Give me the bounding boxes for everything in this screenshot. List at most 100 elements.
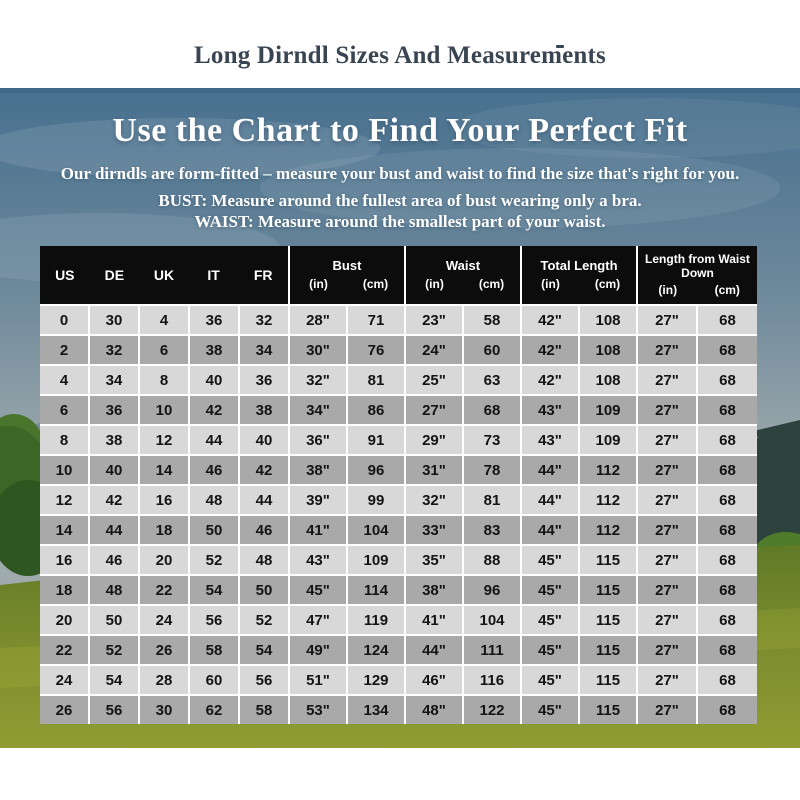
table-cell: 83 [464, 516, 520, 544]
table-cell: 47" [290, 606, 346, 634]
table-cell: 2 [40, 336, 88, 364]
table-cell: 18 [40, 576, 88, 604]
unit-label: (in) [425, 276, 444, 291]
table-cell: 68 [698, 576, 757, 604]
table-cell: 40 [240, 426, 288, 454]
table-cell: 44" [406, 636, 462, 664]
table-cell: 36" [290, 426, 346, 454]
table-cell: 8 [140, 366, 188, 394]
table-cell: 28 [140, 666, 188, 694]
size-chart-table: US DE UK IT FR Bust (in) (cm) Waist (in) (cm) … [40, 246, 757, 724]
hero-text-block: Use the Chart to Find Your Perfect Fit O… [0, 88, 800, 232]
table-cell: 54 [90, 666, 138, 694]
table-cell: 38 [90, 426, 138, 454]
table-cell: 29" [406, 426, 462, 454]
table-cell: 48 [240, 546, 288, 574]
table-cell: 38 [240, 396, 288, 424]
table-cell: 50 [90, 606, 138, 634]
table-cell: 27" [638, 306, 696, 334]
table-cell: 91 [348, 426, 404, 454]
table-cell: 50 [240, 576, 288, 604]
table-cell: 68 [698, 336, 757, 364]
table-cell: 44 [90, 516, 138, 544]
units-row: (in) (cm) [290, 277, 404, 291]
table-cell: 38" [406, 576, 462, 604]
column-group-label: Length from Waist Down [645, 251, 750, 280]
table-cell: 71 [348, 306, 404, 334]
table-cell: 4 [40, 366, 88, 394]
table-cell: 124 [348, 636, 404, 664]
title-dash-mark [556, 45, 564, 48]
table-cell: 42" [522, 306, 578, 334]
table-cell: 109 [348, 546, 404, 574]
table-cell: 52 [190, 546, 238, 574]
table-cell: 68 [698, 636, 757, 664]
table-cell: 115 [580, 546, 636, 574]
table-cell: 46 [190, 456, 238, 484]
table-cell: 26 [140, 636, 188, 664]
size-column-label: UK [153, 267, 175, 283]
table-cell: 111 [464, 636, 520, 664]
table-cell: 76 [348, 336, 404, 364]
table-cell: 108 [580, 366, 636, 394]
table-cell: 119 [348, 606, 404, 634]
units-row: (in) (cm) [638, 283, 757, 297]
table-cell: 40 [190, 366, 238, 394]
table-cell: 50 [190, 516, 238, 544]
column-group-label: Bust [332, 258, 362, 274]
table-cell: 45" [522, 636, 578, 664]
waist-column-header: Waist (in) (cm) [406, 246, 520, 304]
table-cell: 33" [406, 516, 462, 544]
table-cell: 27" [638, 696, 696, 724]
table-cell: 46 [90, 546, 138, 574]
table-cell: 78 [464, 456, 520, 484]
size-column-label: DE [104, 267, 125, 283]
hero-intro: Our dirndls are form-fitted – measure yo… [60, 164, 740, 183]
table-cell: 60 [190, 666, 238, 694]
table-cell: 27" [638, 426, 696, 454]
table-cell: 58 [190, 636, 238, 664]
table-cell: 45" [522, 696, 578, 724]
table-cell: 16 [40, 546, 88, 574]
table-cell: 68 [698, 696, 757, 724]
table-cell: 44 [190, 426, 238, 454]
size-columns-header: US DE UK IT FR [40, 246, 288, 304]
table-cell: 45" [522, 606, 578, 634]
table-cell: 0 [40, 306, 88, 334]
table-cell: 27" [638, 336, 696, 364]
table-cell: 27" [638, 606, 696, 634]
table-cell: 27" [638, 486, 696, 514]
table-cell: 38 [190, 336, 238, 364]
size-column-label: US [55, 267, 75, 283]
table-cell: 32 [240, 306, 288, 334]
table-cell: 96 [464, 576, 520, 604]
table-cell: 99 [348, 486, 404, 514]
table-cell: 27" [638, 456, 696, 484]
table-cell: 63 [464, 366, 520, 394]
table-cell: 108 [580, 336, 636, 364]
table-cell: 44" [522, 516, 578, 544]
table-cell: 115 [580, 666, 636, 694]
table-cell: 12 [40, 486, 88, 514]
table-cell: 10 [140, 396, 188, 424]
table-cell: 27" [406, 396, 462, 424]
table-cell: 27" [638, 366, 696, 394]
table-cell: 24 [140, 606, 188, 634]
table-cell: 115 [580, 606, 636, 634]
table-cell: 68 [464, 396, 520, 424]
table-cell: 60 [464, 336, 520, 364]
table-cell: 20 [140, 546, 188, 574]
table-cell: 52 [90, 636, 138, 664]
table-cell: 32 [90, 336, 138, 364]
table-cell: 45" [522, 576, 578, 604]
table-cell: 58 [464, 306, 520, 334]
table-cell: 43" [522, 396, 578, 424]
table-cell: 134 [348, 696, 404, 724]
table-cell: 48" [406, 696, 462, 724]
table-cell: 54 [190, 576, 238, 604]
table-cell: 23" [406, 306, 462, 334]
table-cell: 44" [522, 456, 578, 484]
unit-label: (cm) [362, 276, 389, 291]
table-cell: 68 [698, 546, 757, 574]
table-cell: 26 [40, 696, 88, 724]
